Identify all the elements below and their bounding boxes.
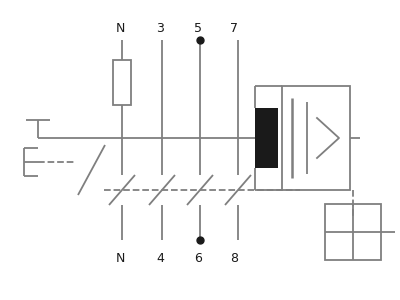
Bar — [255, 108, 278, 168]
Text: 6: 6 — [194, 251, 202, 265]
Text: 8: 8 — [230, 251, 238, 265]
Text: 4: 4 — [156, 251, 164, 265]
Text: 5: 5 — [194, 22, 202, 34]
Text: 7: 7 — [230, 22, 238, 34]
Bar — [282, 86, 350, 190]
Text: 3: 3 — [156, 22, 164, 34]
Text: N: N — [115, 22, 125, 34]
Text: N: N — [115, 251, 125, 265]
Bar — [113, 60, 131, 105]
Bar — [325, 204, 381, 260]
